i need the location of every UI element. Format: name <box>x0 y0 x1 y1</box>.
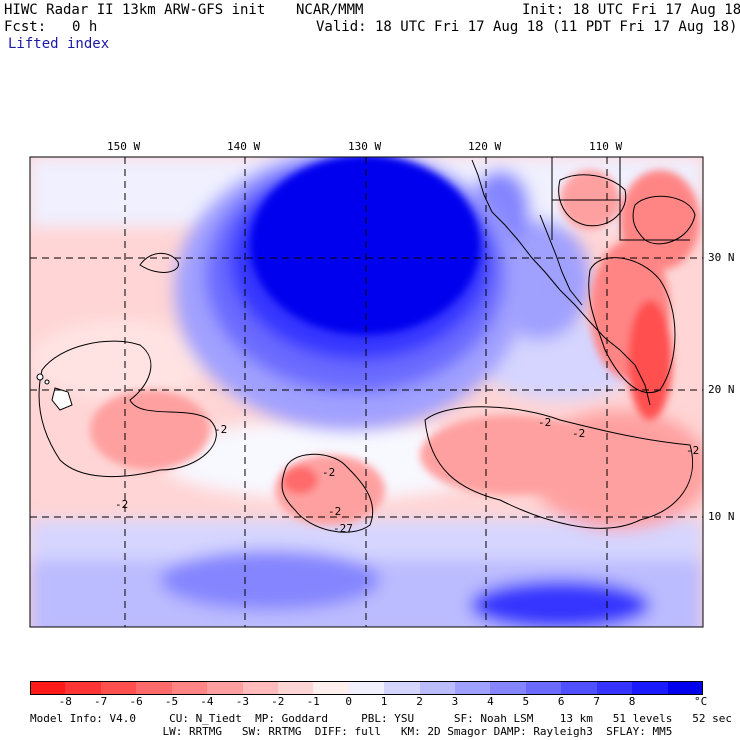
colorbar-segment <box>384 681 421 695</box>
colorbar-segment <box>207 681 243 695</box>
lat-label-20n: 20 N <box>708 383 735 396</box>
colorbar-segment <box>561 681 598 695</box>
colorbar-tick-label: 3 <box>451 695 459 708</box>
colorbar-tick-label: 5 <box>522 695 530 708</box>
colorbar-segment <box>596 681 633 695</box>
colorbar-segment <box>525 681 562 695</box>
model-info-line2: LW: RRTMG SW: RRTMG DIFF: full KM: 2D Sm… <box>30 725 673 738</box>
map-frame <box>29 156 704 628</box>
contour-label: -2 <box>115 498 129 511</box>
lon-label-130w: 130 W <box>348 140 382 153</box>
colorbar-segment <box>490 681 527 695</box>
model-title: HIWC Radar II 13km ARW-GFS init <box>4 2 266 18</box>
contour-label: -2 <box>686 444 700 457</box>
lon-label-150w: 150 W <box>107 140 141 153</box>
colorbar-segment <box>242 681 279 695</box>
contour-label: -2 <box>328 505 342 518</box>
init-time: Init: 18 UTC Fri 17 Aug 18 <box>522 2 740 18</box>
colorbar-tick-label: 4 <box>487 695 494 708</box>
lon-label-140w: 140 W <box>227 140 261 153</box>
colorbar-segment <box>65 681 102 695</box>
colorbar-segment <box>171 681 208 695</box>
valid-time: Valid: 18 UTC Fri 17 Aug 18 (11 PDT Fri … <box>316 19 738 35</box>
colorbar-segment <box>419 681 456 695</box>
colorbar-frame <box>30 681 703 695</box>
map-field <box>30 157 703 627</box>
colorbar-tick-label: -7 <box>94 695 108 708</box>
contour-lines <box>38 174 696 533</box>
colorbar-segment <box>348 681 385 695</box>
colorbar-tick-label: -6 <box>129 695 143 708</box>
lon-label-110w: 110 W <box>589 140 623 153</box>
colorbar-tick-label: 7 <box>593 695 600 708</box>
colorbar-segment <box>313 681 350 695</box>
colorbar-segment <box>136 681 173 695</box>
colorbar-segment <box>277 681 314 695</box>
colorbar-tick-label: -4 <box>200 695 214 708</box>
model-info-line1: Model Info: V4.0 CU: N_Tiedt MP: Goddard… <box>30 712 732 725</box>
forecast-label: Fcst: <box>4 19 47 35</box>
colorbar-tick-label: 8 <box>628 695 636 708</box>
colorbar-segment <box>30 681 66 695</box>
contour-label: -2 <box>214 423 228 436</box>
contour-label: -2 <box>538 416 552 429</box>
colorbar-tick-label: 2 <box>416 695 423 708</box>
lat-label-30n: 30 N <box>708 251 735 264</box>
colorbar-segment <box>455 681 491 695</box>
colorbar-tick-label: 0 <box>345 695 352 708</box>
organization-label: NCAR/MMM <box>296 2 364 18</box>
colorbar-tick-label: 1 <box>380 695 388 708</box>
contour-label: -27 <box>333 522 353 535</box>
lon-label-120w: 120 W <box>468 140 502 153</box>
colorbar-segment <box>100 681 137 695</box>
colorbar-unit: °C <box>694 695 708 708</box>
contour-label: -2 <box>572 427 586 440</box>
colorbar-segment <box>667 681 704 695</box>
lat-label-10n: 10 N <box>708 510 735 523</box>
coastline <box>471 157 690 406</box>
hawaii-islands <box>36 373 73 411</box>
forecast-hour: 0 h <box>72 19 98 35</box>
colorbar-tick-label: -8 <box>58 695 72 708</box>
graticule <box>30 157 703 627</box>
field-name: Lifted index <box>8 36 110 52</box>
colorbar-tick-label: -1 <box>306 695 320 708</box>
colorbar-tick-label: 6 <box>557 695 565 708</box>
colorbar-tick-label: -5 <box>164 695 179 708</box>
contour-label: -2 <box>322 466 336 479</box>
colorbar-segment <box>632 681 669 695</box>
colorbar-tick-label: -2 <box>271 695 285 708</box>
colorbar-tick-label: -3 <box>235 695 249 708</box>
